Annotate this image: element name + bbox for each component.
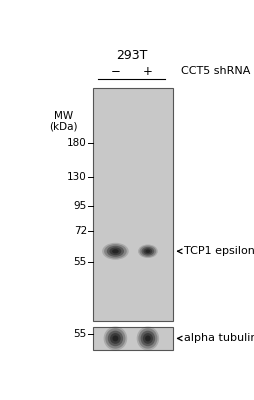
Ellipse shape [113,336,118,342]
Text: MW
(kDa): MW (kDa) [49,111,77,132]
Ellipse shape [141,247,154,256]
Text: 55: 55 [74,257,87,267]
Ellipse shape [108,331,123,346]
Text: 293T: 293T [116,49,147,62]
Ellipse shape [145,336,151,342]
Bar [93,327,173,350]
Bar [93,88,173,320]
Ellipse shape [144,248,152,254]
Text: TCP1 epsilon: TCP1 epsilon [178,246,254,256]
Text: 55: 55 [74,328,87,338]
Ellipse shape [139,246,156,257]
Ellipse shape [109,248,121,255]
Text: 180: 180 [67,138,87,148]
Text: −: − [110,65,120,78]
Text: +: + [143,65,153,78]
Text: 95: 95 [74,201,87,211]
Ellipse shape [143,333,153,344]
Text: 130: 130 [67,172,87,182]
Ellipse shape [138,244,158,258]
Ellipse shape [104,244,127,258]
Ellipse shape [104,326,127,350]
Text: alpha tubulin: alpha tubulin [178,334,254,344]
Ellipse shape [112,249,119,253]
Ellipse shape [107,246,124,257]
Ellipse shape [102,243,129,260]
Text: 72: 72 [74,226,87,236]
Ellipse shape [138,328,157,349]
Text: CCT5 shRNA: CCT5 shRNA [181,66,251,76]
Ellipse shape [105,328,125,349]
Ellipse shape [141,331,155,346]
Ellipse shape [137,326,159,350]
Ellipse shape [110,333,121,344]
Ellipse shape [146,250,150,253]
